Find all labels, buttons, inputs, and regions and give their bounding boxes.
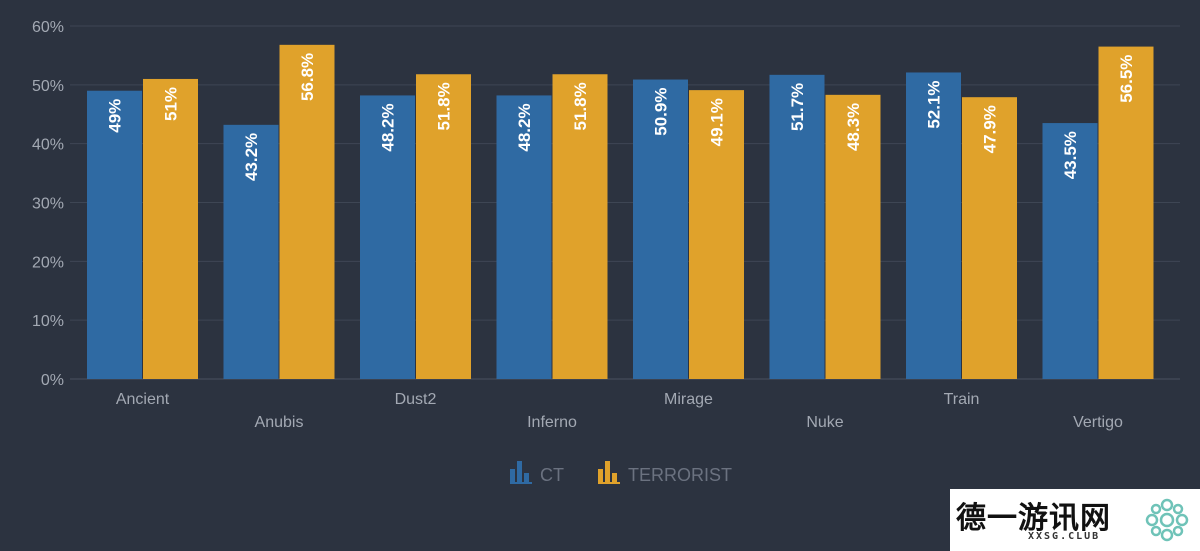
bar-data-label: 51.7% — [788, 83, 807, 131]
bar-terrorist-nuke — [825, 94, 881, 380]
bar-ct-anubis — [223, 124, 279, 379]
bar-terrorist-anubis — [279, 44, 335, 380]
bar-data-label: 49% — [106, 99, 125, 133]
bar-ct-train — [906, 72, 961, 379]
bar-data-label: 56.5% — [1117, 55, 1136, 103]
legend-label[interactable]: CT — [540, 465, 564, 485]
bar-terrorist-train — [962, 97, 1017, 380]
legend: CT TERRORIST — [510, 461, 732, 485]
x-tick-label: Inferno — [527, 414, 577, 431]
y-tick-label: 50% — [32, 78, 64, 95]
legend-label[interactable]: TERRORIST — [628, 465, 732, 485]
bar-data-label: 48.2% — [515, 103, 534, 151]
bar-data-label: 50.9% — [652, 88, 671, 136]
bar-ct-nuke — [769, 74, 825, 379]
bar-data-label: 43.5% — [1061, 131, 1080, 179]
legend-bar-icon — [510, 461, 532, 484]
bar-terrorist-mirage — [689, 90, 744, 380]
watermark-subtext: XXSG.CLUB — [1028, 531, 1101, 542]
bar-data-label: 43.2% — [242, 133, 261, 181]
y-tick-label: 10% — [32, 313, 64, 330]
y-tick-label: 20% — [32, 254, 64, 271]
x-tick-label: Mirage — [664, 391, 713, 408]
watermark-text: 德一游讯网 — [956, 501, 1111, 536]
bars: 49% 51% 43.2% 56.8% 48.2% 51.8% 48.2% 51.8% 50.9… — [87, 44, 1154, 380]
x-tick-label: Vertigo — [1073, 414, 1123, 431]
y-tick-label: 0% — [41, 372, 64, 389]
bar-ct-mirage — [633, 79, 688, 379]
y-tick-label: 60% — [32, 19, 64, 36]
bar-terrorist-ancient — [143, 78, 198, 379]
bar-data-label: 48.2% — [379, 103, 398, 151]
y-tick-label: 30% — [32, 196, 64, 213]
flower-logo-icon — [1145, 498, 1189, 542]
bar-data-label: 51.8% — [435, 82, 454, 130]
bar-ct-dust2 — [360, 95, 415, 379]
bar-data-label: 48.3% — [844, 103, 863, 151]
bar-terrorist-inferno — [552, 74, 608, 379]
bar-data-label: 51.8% — [571, 82, 590, 130]
x-tick-label: Nuke — [806, 414, 843, 431]
y-tick-label: 40% — [32, 137, 64, 154]
bar-terrorist-vertigo — [1098, 46, 1154, 379]
legend-bar-icon — [598, 461, 620, 484]
x-tick-label: Anubis — [255, 414, 304, 431]
watermark: 德一游讯网 XXSG.CLUB — [950, 489, 1200, 551]
x-axis-ticks: Ancient Anubis Dust2 Inferno Mirage Nuke Train… — [116, 391, 1123, 431]
x-tick-label: Ancient — [116, 391, 170, 408]
bar-data-label: 49.1% — [708, 98, 727, 146]
bar-terrorist-dust2 — [416, 74, 471, 379]
bar-data-label: 51% — [162, 87, 181, 121]
bar-ct-vertigo — [1042, 123, 1098, 379]
bar-data-label: 47.9% — [981, 105, 1000, 153]
bar-data-label: 56.8% — [298, 53, 317, 101]
x-tick-label: Train — [944, 391, 980, 408]
y-axis-ticks: 0% 10% 20% 30% 40% 50% 60% — [32, 19, 64, 389]
bar-data-label: 52.1% — [925, 80, 944, 128]
bar-ct-ancient — [87, 90, 142, 379]
bar-ct-inferno — [496, 95, 552, 379]
x-tick-label: Dust2 — [395, 391, 437, 408]
